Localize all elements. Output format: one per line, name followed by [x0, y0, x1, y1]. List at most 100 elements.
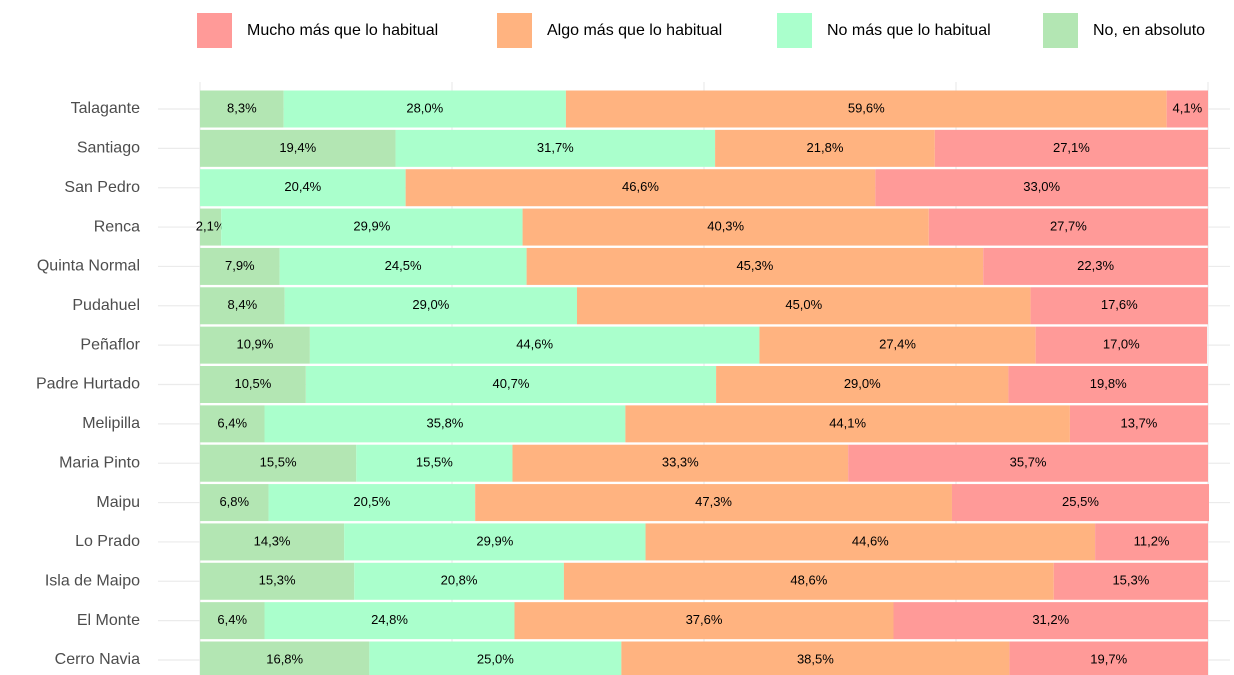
- bar-segment: [715, 129, 935, 167]
- data-label: 31,7%: [537, 140, 574, 155]
- data-label: 33,3%: [662, 455, 699, 470]
- data-label: 20,5%: [353, 494, 390, 509]
- legend-label: Algo más que lo habitual: [547, 22, 722, 39]
- bar-segment: [200, 366, 306, 403]
- legend-label: No, en absoluto: [1093, 22, 1205, 39]
- data-label: 45,0%: [785, 297, 822, 312]
- data-label: 27,7%: [1050, 219, 1087, 234]
- bar-segment: [514, 602, 894, 640]
- bar-segment: [200, 405, 265, 443]
- y-tick-label: Cerro Navia: [55, 651, 140, 668]
- bar-segment: [405, 169, 876, 207]
- data-label: 4,1%: [1173, 100, 1203, 115]
- bar-segment: [951, 484, 1210, 522]
- bar-segment: [1053, 562, 1208, 600]
- y-tick-label: Isla de Maipo: [45, 573, 140, 590]
- bar-segment: [1030, 287, 1208, 325]
- data-label: 24,8%: [371, 612, 408, 627]
- bar-segment: [200, 641, 370, 675]
- data-label: 15,5%: [260, 455, 297, 470]
- data-label: 45,3%: [736, 258, 773, 273]
- data-label: 40,3%: [707, 219, 744, 234]
- legend-label: Mucho más que lo habitual: [247, 22, 438, 39]
- y-tick-label: Maria Pinto: [59, 454, 140, 471]
- y-tick-label: Padre Hurtado: [36, 376, 140, 393]
- bar-segment: [279, 247, 527, 285]
- data-label: 19,8%: [1090, 376, 1127, 391]
- data-label: 10,9%: [236, 337, 273, 352]
- bar-segment: [1008, 366, 1208, 403]
- data-label: 40,7%: [493, 376, 530, 391]
- legend-swatch: [197, 13, 232, 48]
- data-label: 28,0%: [406, 100, 443, 115]
- data-label: 8,3%: [227, 100, 257, 115]
- bar-segment: [1035, 326, 1207, 364]
- bar-segment: [526, 247, 984, 285]
- data-label: 2,1%: [196, 219, 226, 234]
- bar-segment: [759, 326, 1036, 364]
- data-label: 6,8%: [219, 494, 249, 509]
- bar-segment: [264, 405, 626, 443]
- bar-segment: [369, 641, 622, 675]
- bar-segment: [200, 562, 355, 600]
- y-tick-label: Pudahuel: [72, 297, 140, 314]
- y-tick-label: San Pedro: [64, 179, 140, 196]
- data-label: 44,6%: [516, 337, 553, 352]
- bar-segment: [200, 90, 284, 128]
- data-label: 15,5%: [416, 455, 453, 470]
- bar-segment: [1095, 523, 1208, 561]
- bar-segment: [200, 129, 396, 167]
- data-label: 6,4%: [217, 612, 247, 627]
- bar-segment: [221, 208, 523, 246]
- bar-segment: [284, 287, 577, 325]
- bar-segment: [522, 208, 929, 246]
- bar-segment: [716, 366, 1009, 403]
- y-tick-label: Maipu: [96, 494, 140, 511]
- bar-segment: [200, 169, 406, 207]
- bar-segment: [848, 444, 1208, 482]
- data-label: 59,6%: [848, 100, 885, 115]
- bar-segment: [475, 484, 952, 522]
- bar-segment: [934, 129, 1208, 167]
- bar-segment: [354, 562, 564, 600]
- data-label: 46,6%: [622, 179, 659, 194]
- data-label: 24,5%: [385, 258, 422, 273]
- bar-segment: [1069, 405, 1208, 443]
- data-label: 48,6%: [790, 573, 827, 588]
- y-tick-label: Melipilla: [82, 415, 140, 432]
- bar-segment: [565, 90, 1167, 128]
- bar-segment: [1166, 90, 1208, 128]
- data-label: 37,6%: [686, 612, 723, 627]
- legend-swatch: [1043, 13, 1078, 48]
- legend-label: No más que lo habitual: [827, 22, 991, 39]
- bar-segment: [200, 602, 265, 640]
- data-label: 35,8%: [427, 415, 464, 430]
- bar-segment: [200, 523, 345, 561]
- data-label: 27,4%: [879, 337, 916, 352]
- data-label: 31,2%: [1032, 612, 1069, 627]
- data-label: 14,3%: [254, 533, 291, 548]
- data-label: 44,6%: [852, 533, 889, 548]
- data-label: 27,1%: [1053, 140, 1090, 155]
- data-label: 35,7%: [1010, 455, 1047, 470]
- bar-segment: [200, 208, 222, 246]
- data-label: 21,8%: [807, 140, 844, 155]
- data-label: 25,5%: [1062, 494, 1099, 509]
- bar-segment: [264, 602, 515, 640]
- bar-segment: [200, 444, 357, 482]
- bar-segment: [200, 326, 310, 364]
- y-tick-label: Quinta Normal: [37, 258, 140, 275]
- bar-segment: [283, 90, 566, 128]
- data-label: 15,3%: [259, 573, 296, 588]
- data-label: 33,0%: [1023, 179, 1060, 194]
- data-label: 22,3%: [1077, 258, 1114, 273]
- data-label: 17,6%: [1101, 297, 1138, 312]
- bar-segment: [893, 602, 1208, 640]
- bar-segment: [356, 444, 513, 482]
- bar-segment: [983, 247, 1208, 285]
- bar-segment: [512, 444, 849, 482]
- bar-segment: [625, 405, 1070, 443]
- bar-segment: [344, 523, 646, 561]
- bar-segment: [200, 247, 280, 285]
- bar-segment: [576, 287, 1031, 325]
